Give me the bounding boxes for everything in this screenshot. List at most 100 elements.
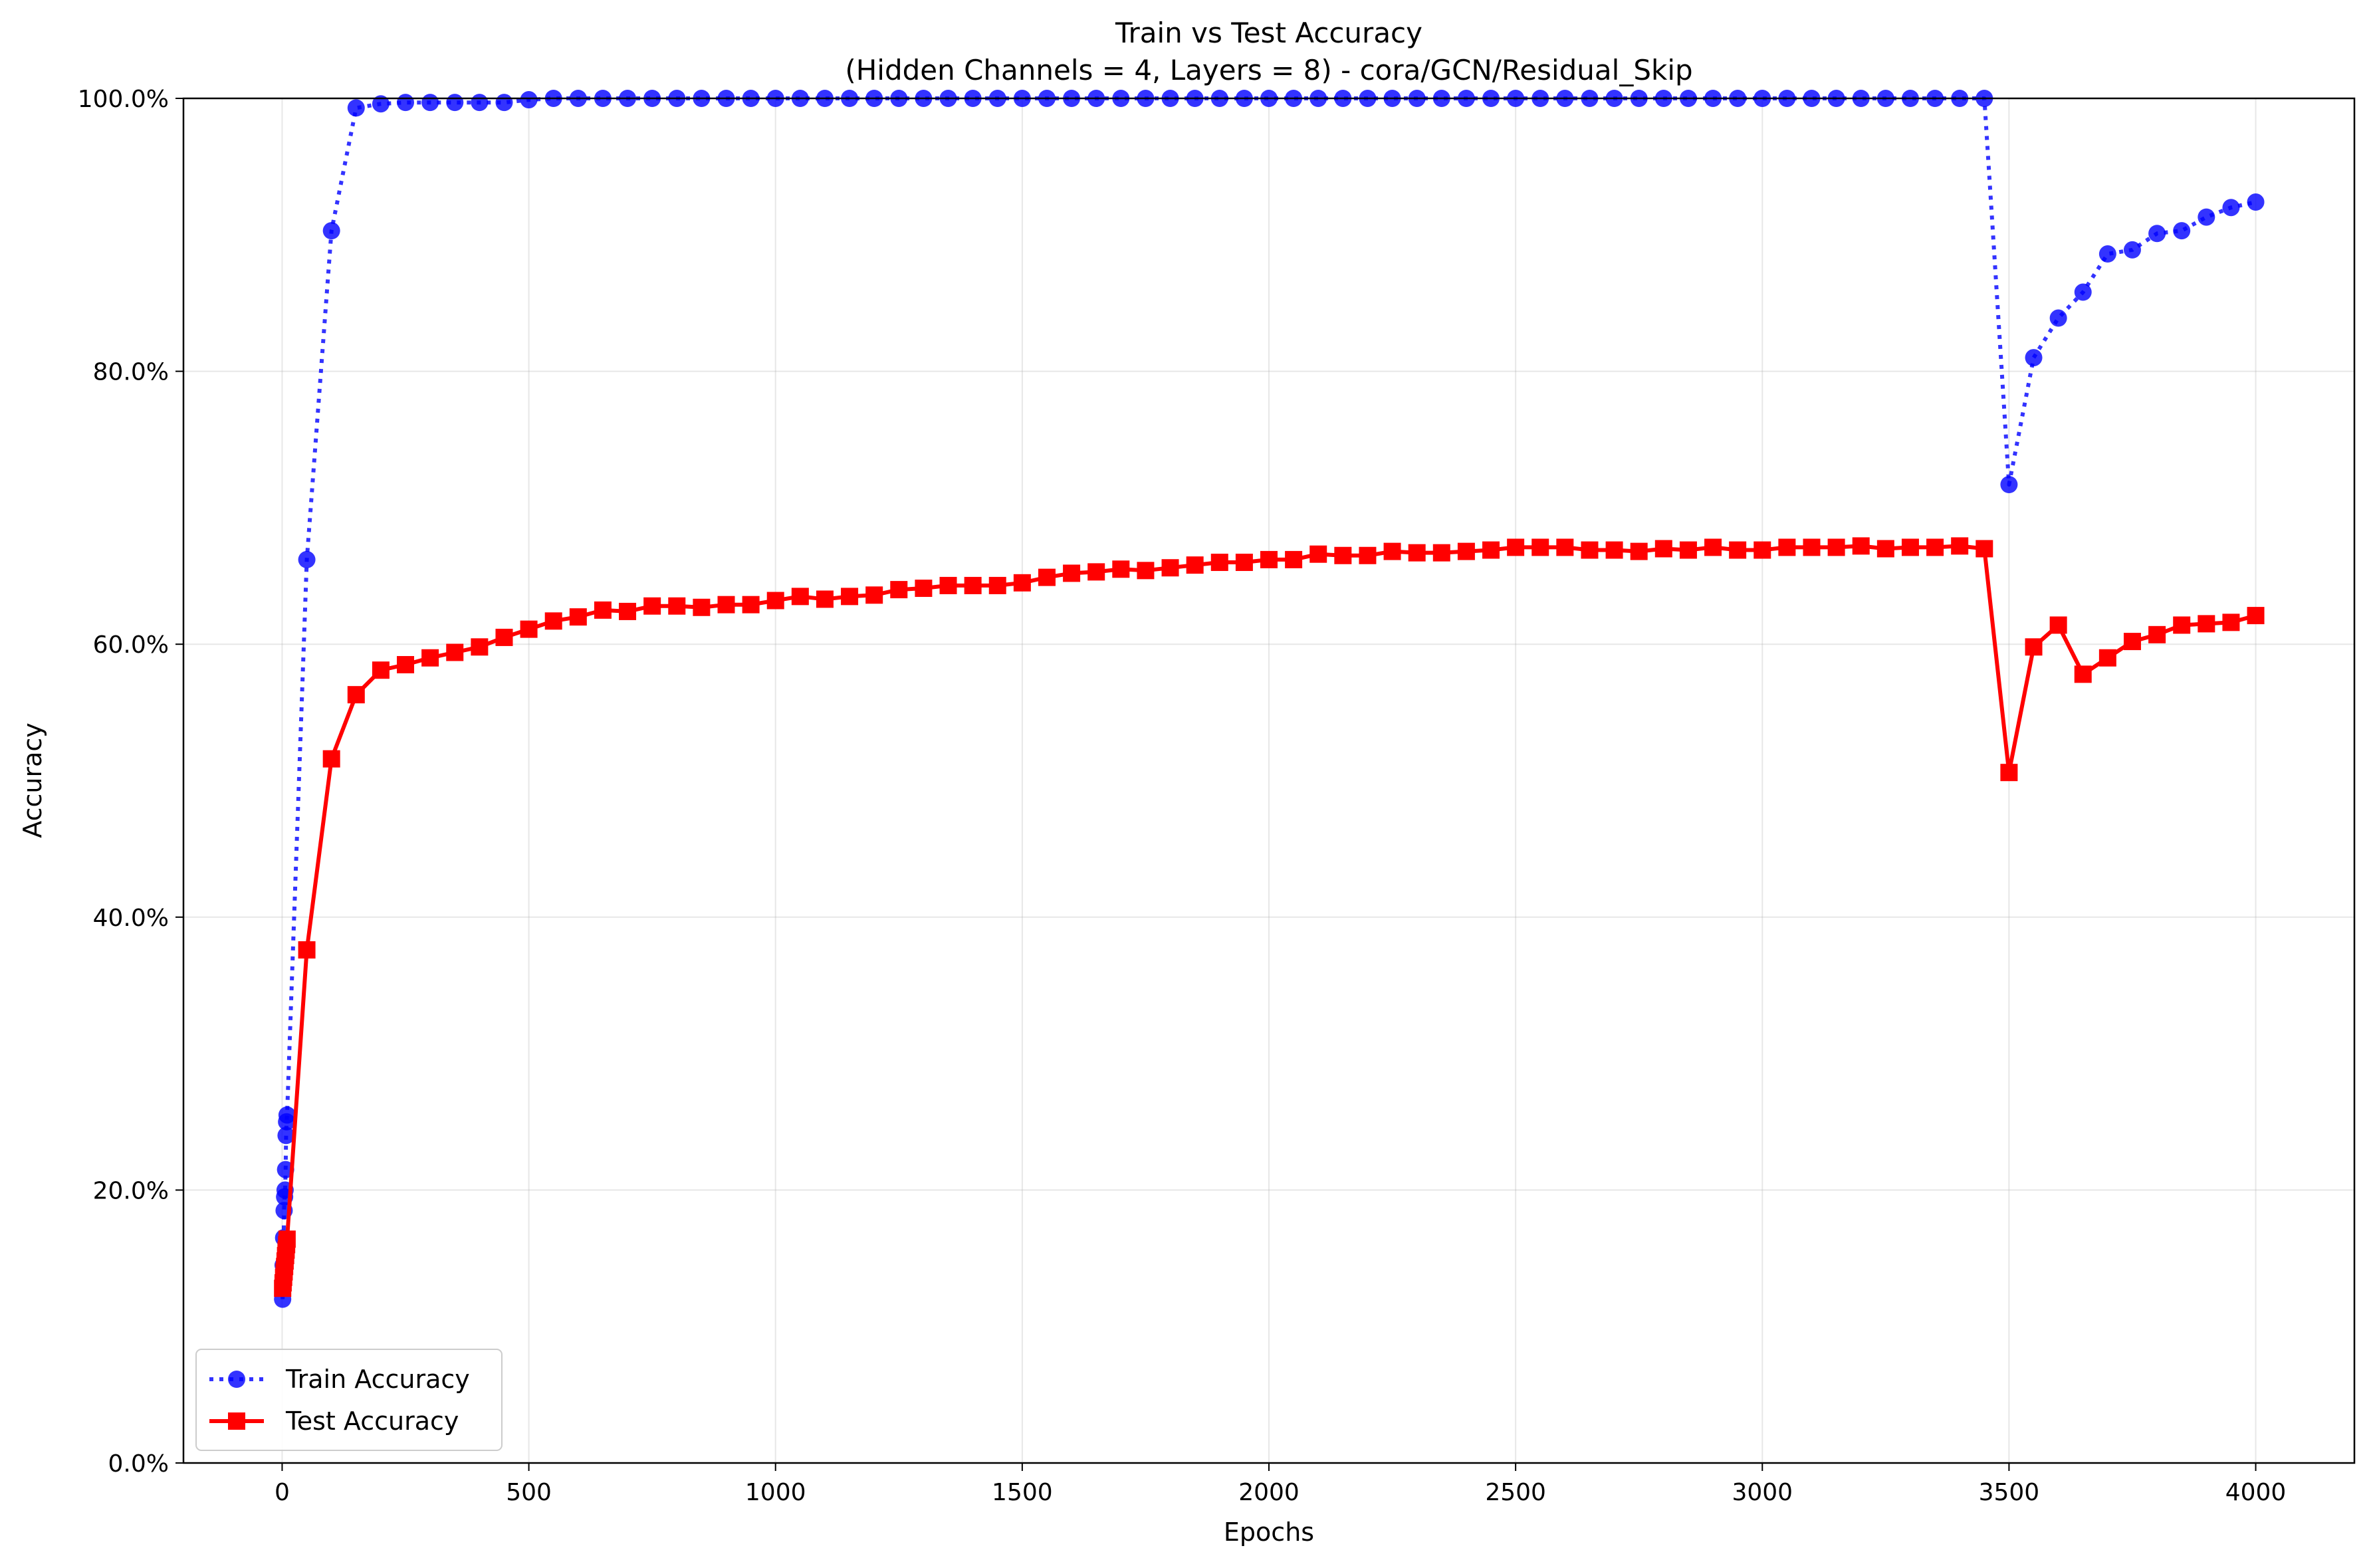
train-accuracy-point xyxy=(397,94,415,112)
train-accuracy-point xyxy=(372,95,390,113)
x-tick-label: 2000 xyxy=(1238,1479,1300,1506)
test-accuracy-point xyxy=(347,686,365,704)
test-accuracy-point xyxy=(1531,538,1549,556)
train-accuracy-point xyxy=(2173,222,2191,240)
test-accuracy-point xyxy=(1334,546,1352,564)
test-accuracy-point xyxy=(1112,560,1130,578)
train-accuracy-point xyxy=(2198,208,2215,226)
test-accuracy-point xyxy=(1951,537,1969,555)
train-accuracy-point xyxy=(2025,349,2043,367)
test-accuracy-point xyxy=(865,586,883,604)
y-tick-label: 60.0% xyxy=(93,631,169,659)
legend-test-marker xyxy=(228,1412,245,1430)
test-accuracy-point xyxy=(1926,538,1944,556)
test-accuracy-point xyxy=(2222,614,2240,631)
train-accuracy-point xyxy=(2098,245,2116,263)
legend-train-label: Train Accuracy xyxy=(285,1365,470,1394)
test-accuracy-point xyxy=(1285,550,1303,568)
test-accuracy-point xyxy=(1803,538,1821,556)
test-accuracy-point xyxy=(1038,568,1056,586)
test-accuracy-point xyxy=(1408,544,1426,562)
test-accuracy-point xyxy=(2025,638,2043,656)
train-accuracy-point xyxy=(2074,283,2092,301)
test-accuracy-point xyxy=(915,580,933,598)
test-accuracy-point xyxy=(1137,562,1155,580)
train-accuracy-point xyxy=(298,550,316,568)
test-accuracy-point xyxy=(1556,538,1574,556)
test-accuracy-point xyxy=(1186,556,1204,574)
test-accuracy-point xyxy=(1432,544,1450,562)
y-tick-label: 20.0% xyxy=(93,1177,169,1204)
test-accuracy-point xyxy=(1630,542,1648,560)
test-accuracy-point xyxy=(2098,649,2116,667)
legend: Train Accuracy Test Accuracy xyxy=(195,1349,503,1451)
train-accuracy-point xyxy=(520,91,538,109)
test-accuracy-point xyxy=(2198,615,2215,633)
test-accuracy-point xyxy=(446,643,464,661)
test-accuracy-point xyxy=(939,576,957,594)
test-accuracy-point xyxy=(1235,554,1253,572)
test-accuracy-point xyxy=(791,588,809,606)
train-accuracy-point xyxy=(322,222,340,240)
train-accuracy-point xyxy=(2123,241,2141,259)
test-accuracy-point xyxy=(1876,540,1894,558)
test-accuracy-point xyxy=(1309,545,1327,563)
train-accuracy-point xyxy=(2049,309,2067,327)
train-accuracy-point xyxy=(2148,225,2166,243)
legend-box xyxy=(195,1349,503,1451)
test-accuracy-point xyxy=(988,576,1006,594)
test-accuracy-point xyxy=(1704,538,1722,556)
test-accuracy-point xyxy=(1827,538,1845,556)
chart-title: Train vs Test Accuracy xyxy=(1115,17,1422,49)
x-tick-label: 2500 xyxy=(1485,1479,1546,1506)
ticks: 0 500 1000 1500 2000 2500 3000 3500 4000 0.0% 20.0… xyxy=(78,86,2287,1506)
test-accuracy-point xyxy=(742,596,760,614)
test-accuracy-point xyxy=(1654,540,1672,558)
test-accuracy-point xyxy=(421,649,439,667)
train-accuracy-point xyxy=(2000,475,2018,493)
train-accuracy-point xyxy=(347,99,365,117)
test-accuracy-point xyxy=(1210,554,1228,572)
test-accuracy-point xyxy=(594,601,612,619)
test-accuracy-point xyxy=(1087,563,1105,581)
plot-area-background xyxy=(183,98,2354,1463)
test-accuracy-point xyxy=(1482,541,1500,559)
test-accuracy-point xyxy=(520,620,538,638)
test-accuracy-point xyxy=(397,655,415,673)
test-accuracy-point xyxy=(2247,607,2265,625)
test-accuracy-point xyxy=(278,1230,296,1248)
test-accuracy-point xyxy=(1383,542,1401,560)
test-accuracy-point xyxy=(1581,541,1599,559)
test-accuracy-point xyxy=(2074,665,2092,683)
test-accuracy-point xyxy=(298,941,316,959)
test-accuracy-point xyxy=(2000,764,2018,782)
test-accuracy-point xyxy=(1063,564,1081,582)
test-accuracy-point xyxy=(2173,616,2191,634)
x-tick-label: 500 xyxy=(506,1479,552,1506)
train-accuracy-point xyxy=(495,94,513,112)
test-accuracy-point xyxy=(890,581,908,599)
test-accuracy-point xyxy=(1013,574,1031,592)
test-accuracy-point xyxy=(372,661,390,679)
train-accuracy-point xyxy=(471,94,489,112)
test-accuracy-point xyxy=(2148,625,2166,643)
test-accuracy-point xyxy=(495,628,513,646)
y-tick-label: 0.0% xyxy=(108,1450,169,1478)
test-accuracy-point xyxy=(1359,546,1377,564)
test-accuracy-point xyxy=(544,612,562,630)
x-tick-label: 3500 xyxy=(1979,1479,2040,1506)
train-accuracy-point xyxy=(421,94,439,112)
test-accuracy-point xyxy=(766,592,784,610)
train-accuracy-point xyxy=(2247,193,2265,211)
test-accuracy-point xyxy=(1457,542,1475,560)
test-accuracy-series xyxy=(274,537,2265,1297)
test-accuracy-point xyxy=(1901,538,1919,556)
x-tick-label: 0 xyxy=(275,1479,290,1506)
y-tick-label: 100.0% xyxy=(78,86,169,113)
x-tick-label: 4000 xyxy=(2225,1479,2287,1506)
x-tick-label: 1500 xyxy=(992,1479,1053,1506)
y-axis-label: Accuracy xyxy=(18,723,47,838)
test-accuracy-point xyxy=(1605,541,1623,559)
chart-subtitle: (Hidden Channels = 4, Layers = 8) - cora… xyxy=(845,54,1692,86)
